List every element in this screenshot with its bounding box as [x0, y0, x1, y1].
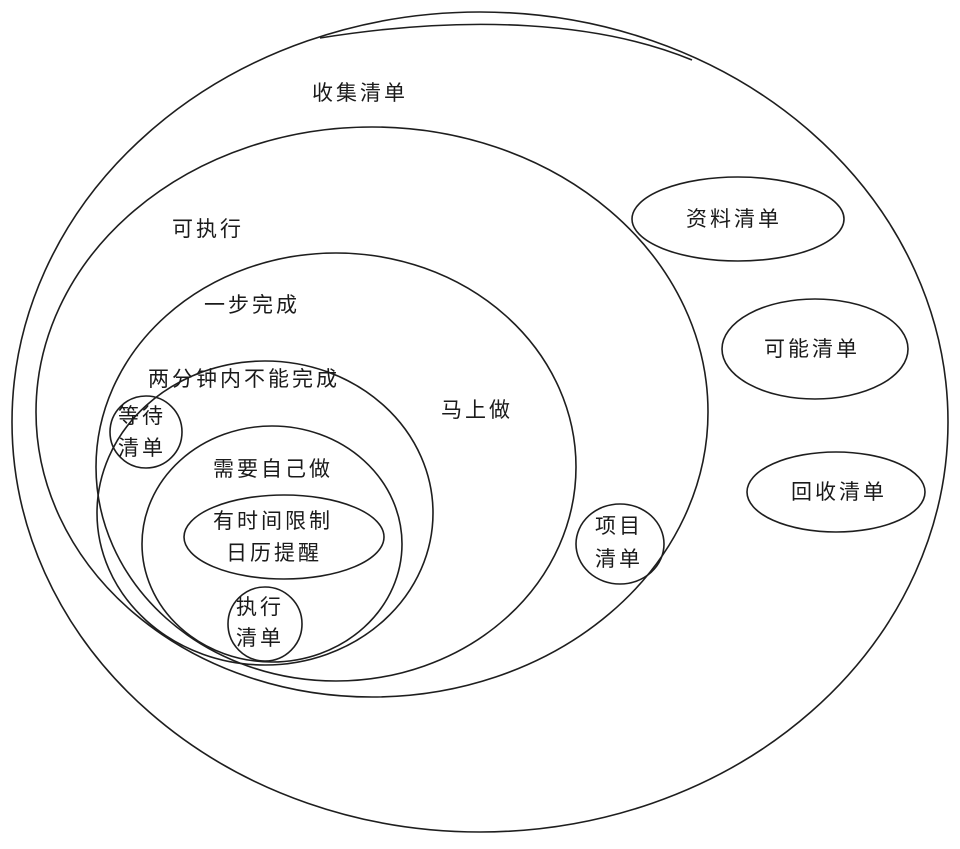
waiting-list-region: 等待 清单 — [109, 395, 183, 469]
calendar-reminder-region: 有时间限制 日历提醒 — [183, 494, 385, 580]
project-list-label-line1: 项目 — [595, 514, 643, 538]
calendar-reminder-label-line1: 有时间限制 — [213, 509, 333, 533]
do-it-myself-region: 需要自己做 — [141, 425, 403, 663]
reference-list-label: 资料清单 — [686, 207, 782, 231]
action-list-label-line2: 清单 — [236, 626, 284, 650]
someday-list-region: 可能清单 — [721, 298, 909, 400]
project-list-label-line2: 清单 — [595, 547, 643, 571]
action-list-label-line1: 执行 — [236, 595, 284, 619]
actionable-region: 可执行 — [35, 126, 709, 698]
waiting-list-label-line2: 清单 — [118, 436, 166, 460]
trash-list-region: 回收清单 — [746, 451, 926, 533]
calendar-reminder-label-line2: 日历提醒 — [226, 541, 322, 565]
over-two-minutes-region: 两分钟内不能完成 — [96, 360, 434, 666]
do-it-myself-label: 需要自己做 — [213, 457, 333, 481]
do-now-label: 马上做 — [441, 398, 513, 422]
one-step-region: 一步完成 马上做 — [95, 252, 577, 682]
project-list-region: 项目 清单 — [575, 503, 665, 585]
over-two-minutes-label: 两分钟内不能完成 — [148, 367, 340, 391]
collect-list-label: 收集清单 — [312, 81, 408, 105]
reference-list-region: 资料清单 — [631, 176, 845, 262]
trash-list-label: 回收清单 — [791, 480, 887, 504]
actionable-label: 可执行 — [172, 217, 244, 241]
someday-list-label: 可能清单 — [764, 337, 860, 361]
one-step-label: 一步完成 — [204, 293, 300, 317]
collect-list-region: 收集清单 — [11, 11, 949, 833]
action-list-region: 执行 清单 — [227, 586, 303, 662]
waiting-list-label-line1: 等待 — [118, 404, 166, 428]
